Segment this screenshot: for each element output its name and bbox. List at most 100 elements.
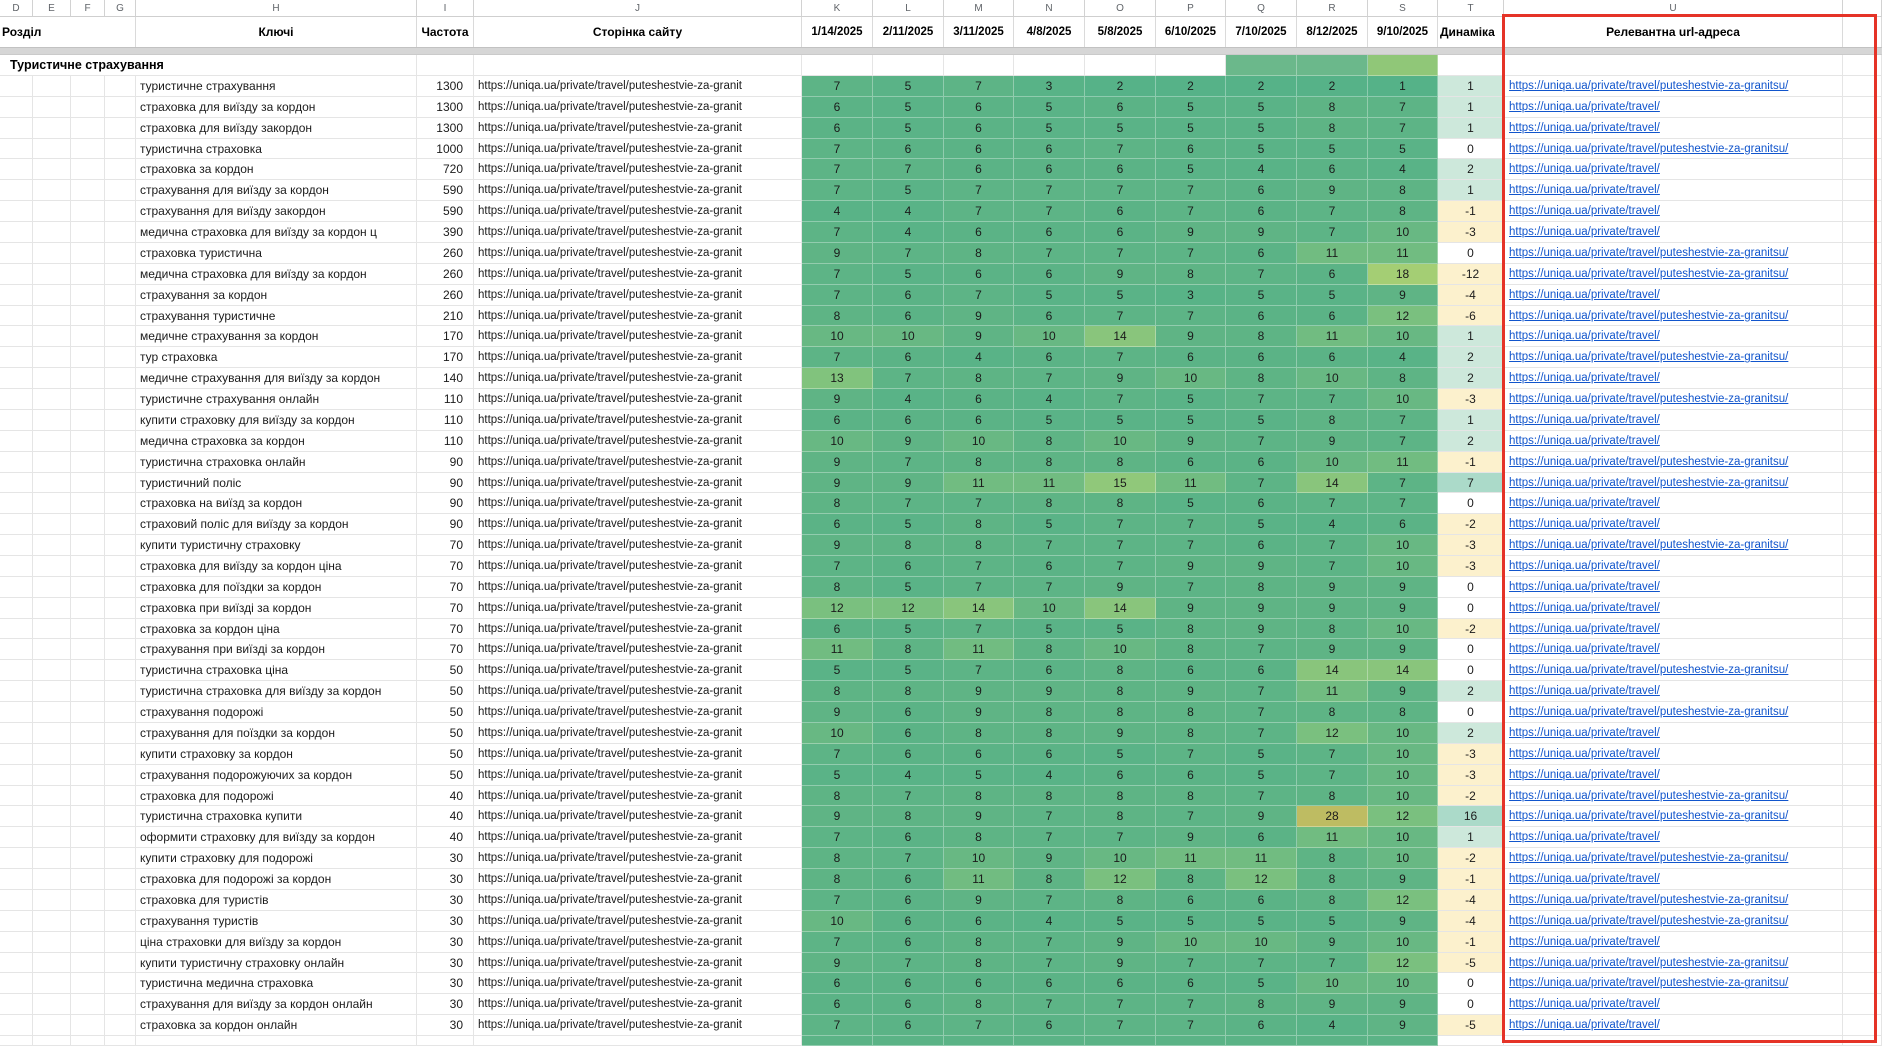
relevant-url-link[interactable]: https://uniqa.ua/private/travel/ [1509,163,1660,176]
cell-position[interactable]: 6 [944,159,1014,181]
cell-empty-F[interactable] [71,451,105,473]
cell-position[interactable]: 10 [1368,722,1438,744]
cell-position[interactable]: 12 [1368,889,1438,911]
cell-position[interactable]: 6 [1156,764,1226,786]
cell-dynamics[interactable]: 0 [1438,639,1504,661]
header-rozdil[interactable]: Розділ [0,17,136,47]
cell-empty-D[interactable] [0,242,33,264]
cell-position[interactable]: 14 [1085,326,1156,348]
cell-frequency[interactable]: 1300 [417,117,474,139]
cell-position[interactable]: 9 [1226,556,1297,577]
cell-position[interactable]: 10 [1297,451,1368,473]
cell-dynamics[interactable]: 0 [1438,994,1504,1016]
cell-empty-G[interactable] [105,472,136,494]
section-cell-M[interactable] [944,55,1014,76]
cell-position[interactable]: 10 [944,848,1014,870]
cell-position[interactable]: 5 [1297,284,1368,306]
cell-position[interactable]: 9 [1156,326,1226,348]
cell-page-url[interactable]: https://uniqa.ua/private/travel/puteshes… [474,180,802,202]
cell-position[interactable]: 7 [1085,994,1156,1016]
cell-page-url[interactable]: https://uniqa.ua/private/travel/puteshes… [474,1015,802,1036]
cell-position[interactable]: 8 [1297,869,1368,890]
cell-position[interactable]: 8 [873,681,944,703]
cell-keyword[interactable]: туристичне страхування [136,76,417,97]
cell-empty-F[interactable] [71,284,105,306]
cell-position[interactable]: 8 [1014,869,1085,890]
cell-empty-G[interactable] [105,368,136,390]
cell-empty-E[interactable] [33,597,71,619]
cell-position[interactable]: 8 [1297,409,1368,431]
cell-position[interactable]: 5 [1226,284,1297,306]
cell-dynamics[interactable]: 0 [1438,973,1504,995]
cell-page-url[interactable]: https://uniqa.ua/private/travel/puteshes… [474,347,802,369]
cell-empty-E[interactable] [33,681,71,703]
cell-position[interactable]: 6 [802,973,873,995]
cell-position[interactable]: 9 [944,305,1014,327]
cell-relevant-url[interactable]: https://uniqa.ua/private/travel/puteshes… [1504,848,1843,870]
cell-position[interactable]: 8 [1297,618,1368,640]
cell-position[interactable]: 7 [1226,389,1297,410]
column-letter-F[interactable]: F [71,0,105,17]
cell-position[interactable]: 7 [802,347,873,369]
cell-empty-D[interactable] [0,702,33,723]
cell-page-url[interactable]: https://uniqa.ua/private/travel/puteshes… [474,764,802,786]
cell-position[interactable]: 7 [1014,931,1085,953]
relevant-url-link[interactable]: https://uniqa.ua/private/travel/ [1509,685,1660,698]
cell-frequency[interactable]: 70 [417,639,474,661]
cell-dynamics[interactable]: -2 [1438,514,1504,536]
cell-keyword[interactable]: туристична страховка онлайн [136,451,417,473]
cell-position[interactable]: 7 [1368,409,1438,431]
cell-position[interactable]: 8 [1297,848,1368,870]
cell-frequency[interactable]: 90 [417,493,474,515]
cell-frequency[interactable]: 70 [417,618,474,640]
cell-position[interactable]: 8 [1226,326,1297,348]
cell-empty-D[interactable] [0,785,33,807]
cell-position[interactable]: 5 [1085,910,1156,932]
cell-position[interactable]: 11 [1156,472,1226,494]
header-date-2/11/2025[interactable]: 2/11/2025 [873,17,944,47]
cell-position[interactable]: 10 [1156,368,1226,390]
cell-keyword[interactable]: страховка за кордон [136,159,417,181]
cell-empty-D[interactable] [0,1015,33,1036]
cell-empty-F[interactable] [71,931,105,953]
cell-keyword[interactable]: туристична страховка для виїзду за кордо… [136,681,417,703]
cell-position[interactable]: 7 [944,576,1014,598]
cell-page-url[interactable]: https://uniqa.ua/private/travel/puteshes… [474,430,802,452]
section-title[interactable]: Туристичне страхування [0,55,417,76]
header-date-7/10/2025[interactable]: 7/10/2025 [1226,17,1297,47]
cell-position[interactable]: 8 [802,869,873,890]
cell-dynamics[interactable]: -2 [1438,848,1504,870]
cell-relevant-url[interactable]: https://uniqa.ua/private/travel/puteshes… [1504,806,1843,828]
cell-empty-G[interactable] [105,96,136,118]
cell-position[interactable]: 7 [1368,96,1438,118]
cell-empty-D[interactable] [0,76,33,97]
cell-empty-E[interactable] [33,242,71,264]
cell-position[interactable]: 5 [1156,409,1226,431]
cell-empty-G[interactable] [105,910,136,932]
cell-empty-E[interactable] [33,430,71,452]
header-date-4/8/2025[interactable]: 4/8/2025 [1014,17,1085,47]
column-letter-T[interactable]: T [1438,0,1504,17]
cell-empty-F[interactable] [71,639,105,661]
cell-position[interactable]: 5 [1226,409,1297,431]
cell-position[interactable]: 9 [1368,994,1438,1016]
relevant-url-link[interactable]: https://uniqa.ua/private/travel/ [1509,998,1660,1011]
cell-position[interactable]: 6 [1156,451,1226,473]
header-date-8/12/2025[interactable]: 8/12/2025 [1297,17,1368,47]
cell-relevant-url[interactable]: https://uniqa.ua/private/travel/ [1504,869,1843,890]
cell-empty-G[interactable] [105,305,136,327]
cell-position[interactable]: 7 [944,76,1014,97]
cell-position[interactable]: 2 [1226,76,1297,97]
cell-relevant-url[interactable]: https://uniqa.ua/private/travel/puteshes… [1504,76,1843,97]
relevant-url-link[interactable]: https://uniqa.ua/private/travel/puteshes… [1509,914,1789,927]
cell-empty-G[interactable] [105,409,136,431]
relevant-url-link[interactable]: https://uniqa.ua/private/travel/ [1509,580,1660,593]
cell-relevant-url[interactable]: https://uniqa.ua/private/travel/ [1504,96,1843,118]
cell-frequency[interactable]: 50 [417,660,474,682]
cell-page-url[interactable]: https://uniqa.ua/private/travel/puteshes… [474,722,802,744]
cell-position[interactable]: 7 [802,889,873,911]
cell-empty-G[interactable] [105,117,136,139]
cell-empty-D[interactable] [0,305,33,327]
cell-position[interactable]: 7 [873,785,944,807]
cell-empty-D[interactable] [0,180,33,202]
